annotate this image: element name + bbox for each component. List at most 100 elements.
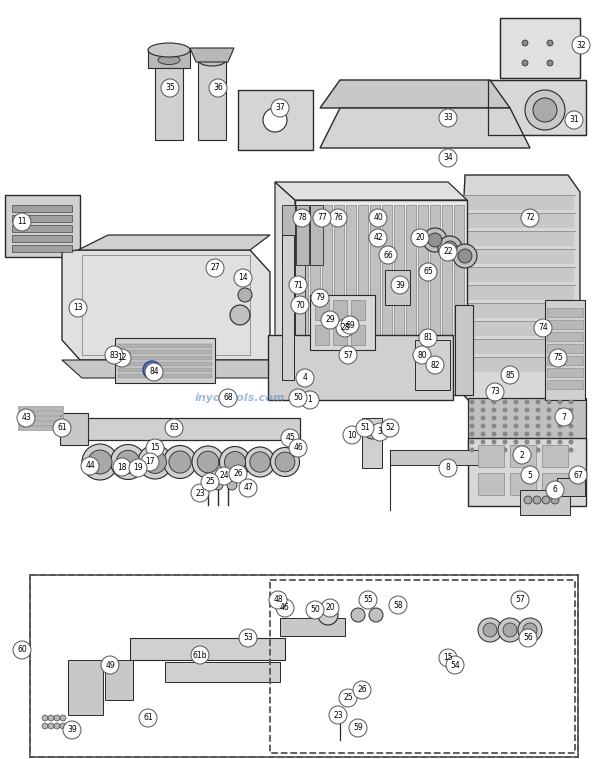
Circle shape [165,419,183,437]
Circle shape [411,229,429,247]
Bar [547,308,583,317]
Bar [547,344,583,353]
Circle shape [568,424,574,429]
Circle shape [439,649,457,667]
Bar [478,445,504,467]
Bar [148,50,190,68]
Polygon shape [275,182,467,200]
Circle shape [428,233,442,247]
Circle shape [469,424,474,429]
Circle shape [269,591,287,609]
Text: 5: 5 [528,471,533,480]
Circle shape [293,209,311,227]
Polygon shape [190,48,234,62]
Circle shape [239,479,257,497]
Bar [510,445,536,467]
Circle shape [439,243,457,261]
Bar [382,205,392,335]
Circle shape [446,656,464,674]
Text: 74: 74 [538,323,548,332]
Circle shape [42,715,48,721]
Text: 48: 48 [273,596,283,604]
Circle shape [209,79,227,97]
Bar [282,235,294,380]
Text: 84: 84 [149,367,159,376]
Circle shape [503,408,508,412]
Bar [30,575,578,757]
Circle shape [215,467,233,485]
Text: 39: 39 [395,281,405,289]
Circle shape [568,415,574,420]
Bar [118,344,212,348]
Text: 31: 31 [569,115,579,124]
Bar [298,205,308,335]
Circle shape [525,432,530,436]
Circle shape [525,415,530,420]
Circle shape [536,439,540,445]
Circle shape [276,599,294,617]
Circle shape [519,629,537,647]
Circle shape [143,361,161,379]
Circle shape [13,641,31,659]
Circle shape [238,288,252,302]
Circle shape [219,389,237,407]
Circle shape [311,289,329,307]
Circle shape [491,448,496,452]
Bar [406,205,416,335]
Bar [310,205,320,335]
Circle shape [533,496,541,504]
Circle shape [381,419,399,437]
Bar [468,398,586,466]
Circle shape [565,111,583,129]
Circle shape [419,329,437,347]
Bar [105,660,133,700]
Circle shape [501,366,519,384]
Polygon shape [320,108,530,148]
Bar [82,255,250,355]
Circle shape [546,415,552,420]
Polygon shape [320,80,510,108]
Circle shape [53,419,71,437]
Circle shape [536,448,540,452]
Circle shape [469,415,474,420]
Bar [12,225,72,232]
Circle shape [503,432,508,436]
Text: 27: 27 [210,263,220,272]
Bar [488,80,586,135]
Polygon shape [275,182,295,395]
Bar [461,322,574,336]
Text: 51: 51 [360,424,370,433]
Bar [238,90,313,150]
Circle shape [498,618,522,642]
Circle shape [343,426,361,444]
Circle shape [213,480,223,490]
Circle shape [169,451,191,473]
Circle shape [443,241,457,255]
Text: 46: 46 [293,443,303,452]
Circle shape [17,409,35,427]
Circle shape [503,439,508,445]
Text: 22: 22 [443,247,453,257]
Circle shape [525,424,530,429]
Bar [118,368,212,372]
Circle shape [329,209,347,227]
Text: 23: 23 [195,489,205,497]
Text: 58: 58 [393,600,403,609]
Circle shape [478,618,502,642]
Circle shape [318,605,338,625]
Circle shape [518,618,542,642]
Bar [18,426,63,430]
Circle shape [54,715,60,721]
Polygon shape [336,710,344,717]
Text: 8: 8 [446,464,450,473]
Bar [547,356,583,365]
Text: 32: 32 [576,40,586,49]
Bar [118,350,212,354]
Text: 36: 36 [213,83,223,93]
Circle shape [546,481,564,499]
Bar [500,18,580,78]
Bar [390,450,480,465]
Circle shape [546,448,552,452]
Text: 71: 71 [293,281,303,289]
Text: 29: 29 [325,316,335,325]
